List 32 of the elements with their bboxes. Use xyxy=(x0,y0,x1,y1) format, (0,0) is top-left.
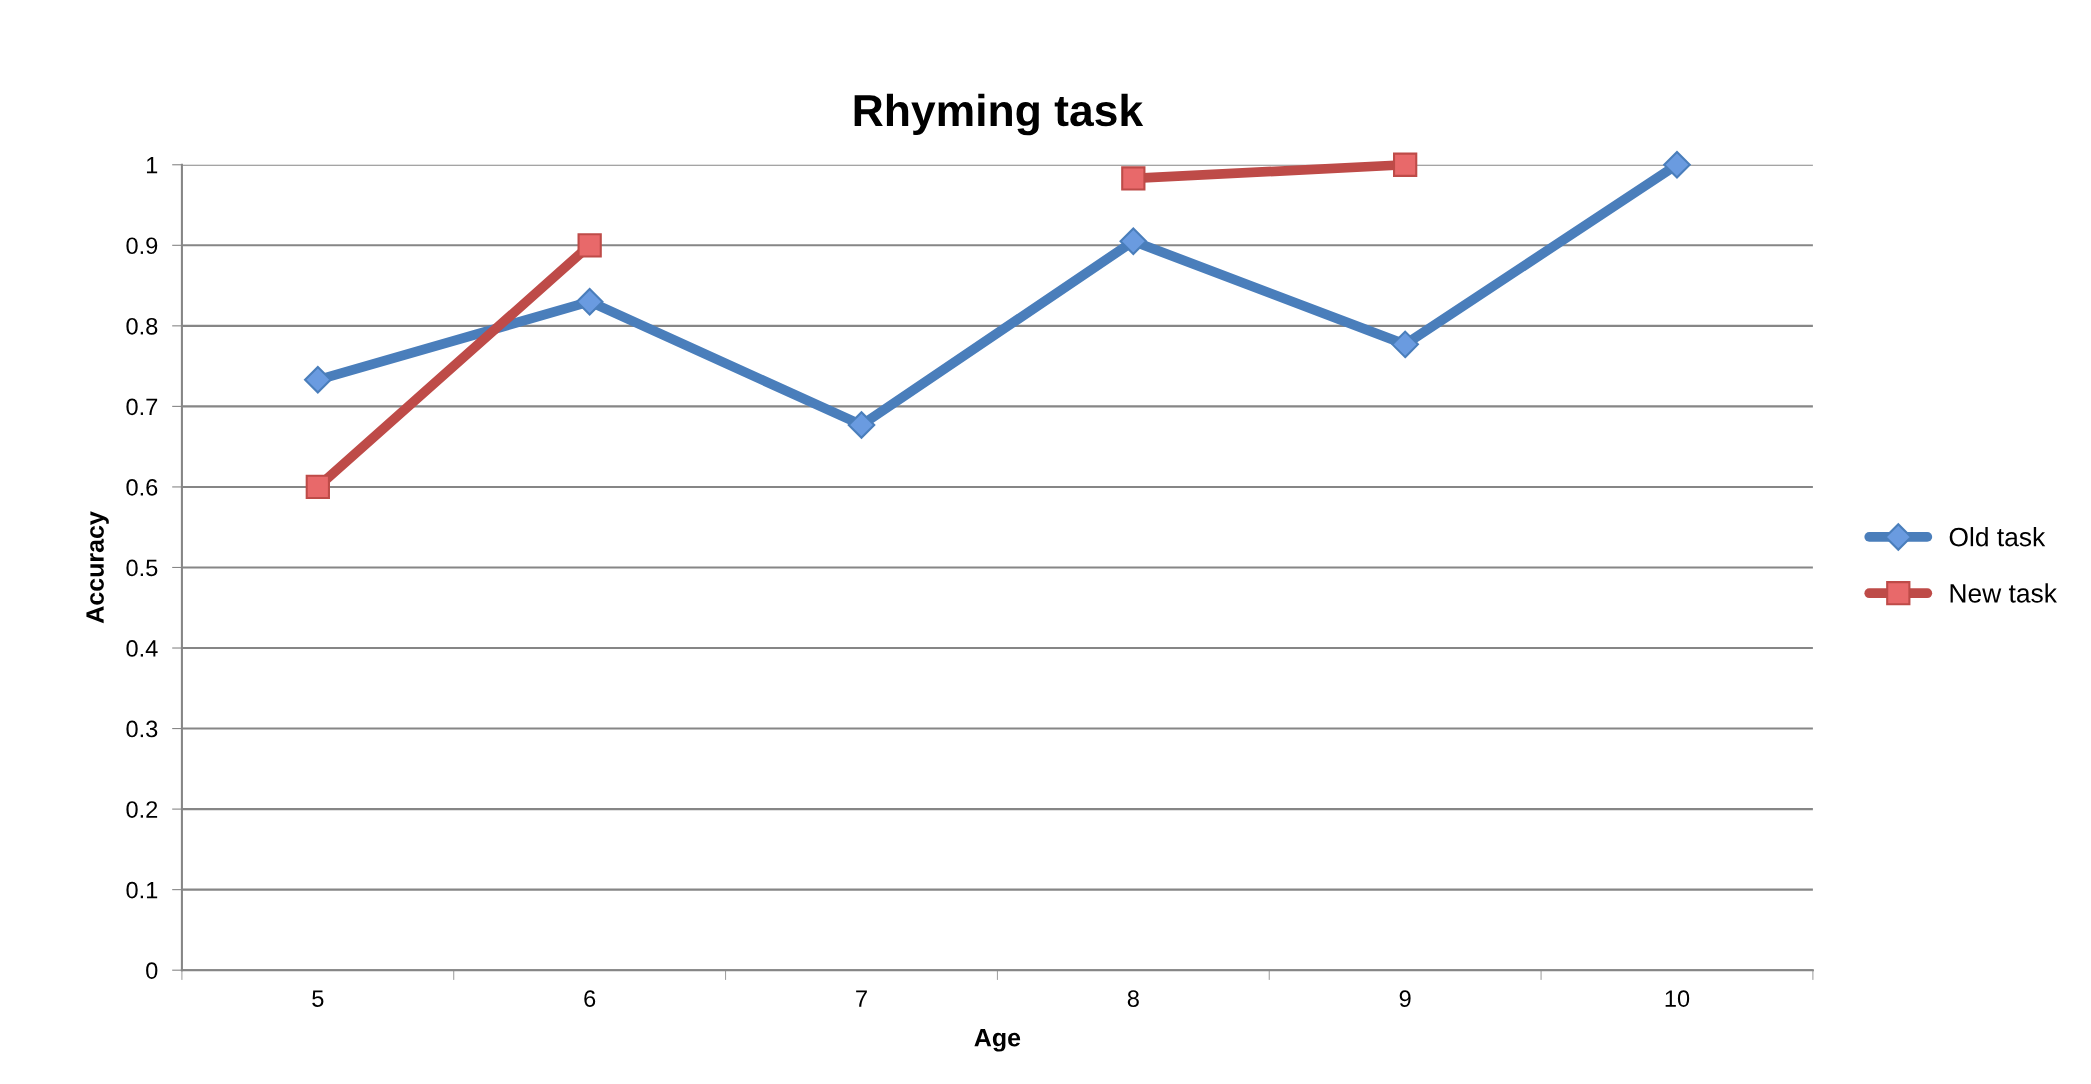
point xyxy=(1393,152,1418,177)
point xyxy=(305,474,330,500)
point xyxy=(1121,166,1146,191)
y-tick-label: 0.5 xyxy=(126,559,158,577)
point xyxy=(847,411,876,439)
y-tick-label: 1 xyxy=(146,157,158,174)
y-tick-label: 0.7 xyxy=(126,398,158,416)
legend-label: New task xyxy=(1950,583,2057,603)
y-tick-label: 0.3 xyxy=(126,720,158,738)
point xyxy=(1391,330,1419,359)
y-tick-label: 0.2 xyxy=(126,801,158,818)
y-tick-label: 0.4 xyxy=(126,640,158,657)
x-tick-label: 6 xyxy=(584,990,596,1007)
y-axis-title: Accuracy xyxy=(86,511,109,624)
y-tick-label: 0.9 xyxy=(126,237,158,255)
x-axis-title: Age xyxy=(974,1029,1021,1052)
point xyxy=(1663,150,1691,179)
chart-title: Rhyming task xyxy=(854,93,1144,136)
legend-label: Old task xyxy=(1949,527,2046,547)
x-tick-label: 10 xyxy=(1665,990,1690,1007)
y-tick-label: 0.1 xyxy=(126,881,158,899)
x-tick-label: 8 xyxy=(1127,990,1139,1007)
point xyxy=(1119,227,1148,256)
y-tick-label: 0.8 xyxy=(126,317,158,335)
point xyxy=(577,233,602,258)
x-tick-label: 5 xyxy=(312,990,324,1007)
y-tick-label: 0.6 xyxy=(126,479,158,496)
x-tick-label: 7 xyxy=(856,990,867,1007)
point xyxy=(304,366,332,394)
y-tick-label: 0 xyxy=(146,962,158,979)
point xyxy=(575,287,604,316)
x-tick-label: 9 xyxy=(1399,990,1411,1007)
